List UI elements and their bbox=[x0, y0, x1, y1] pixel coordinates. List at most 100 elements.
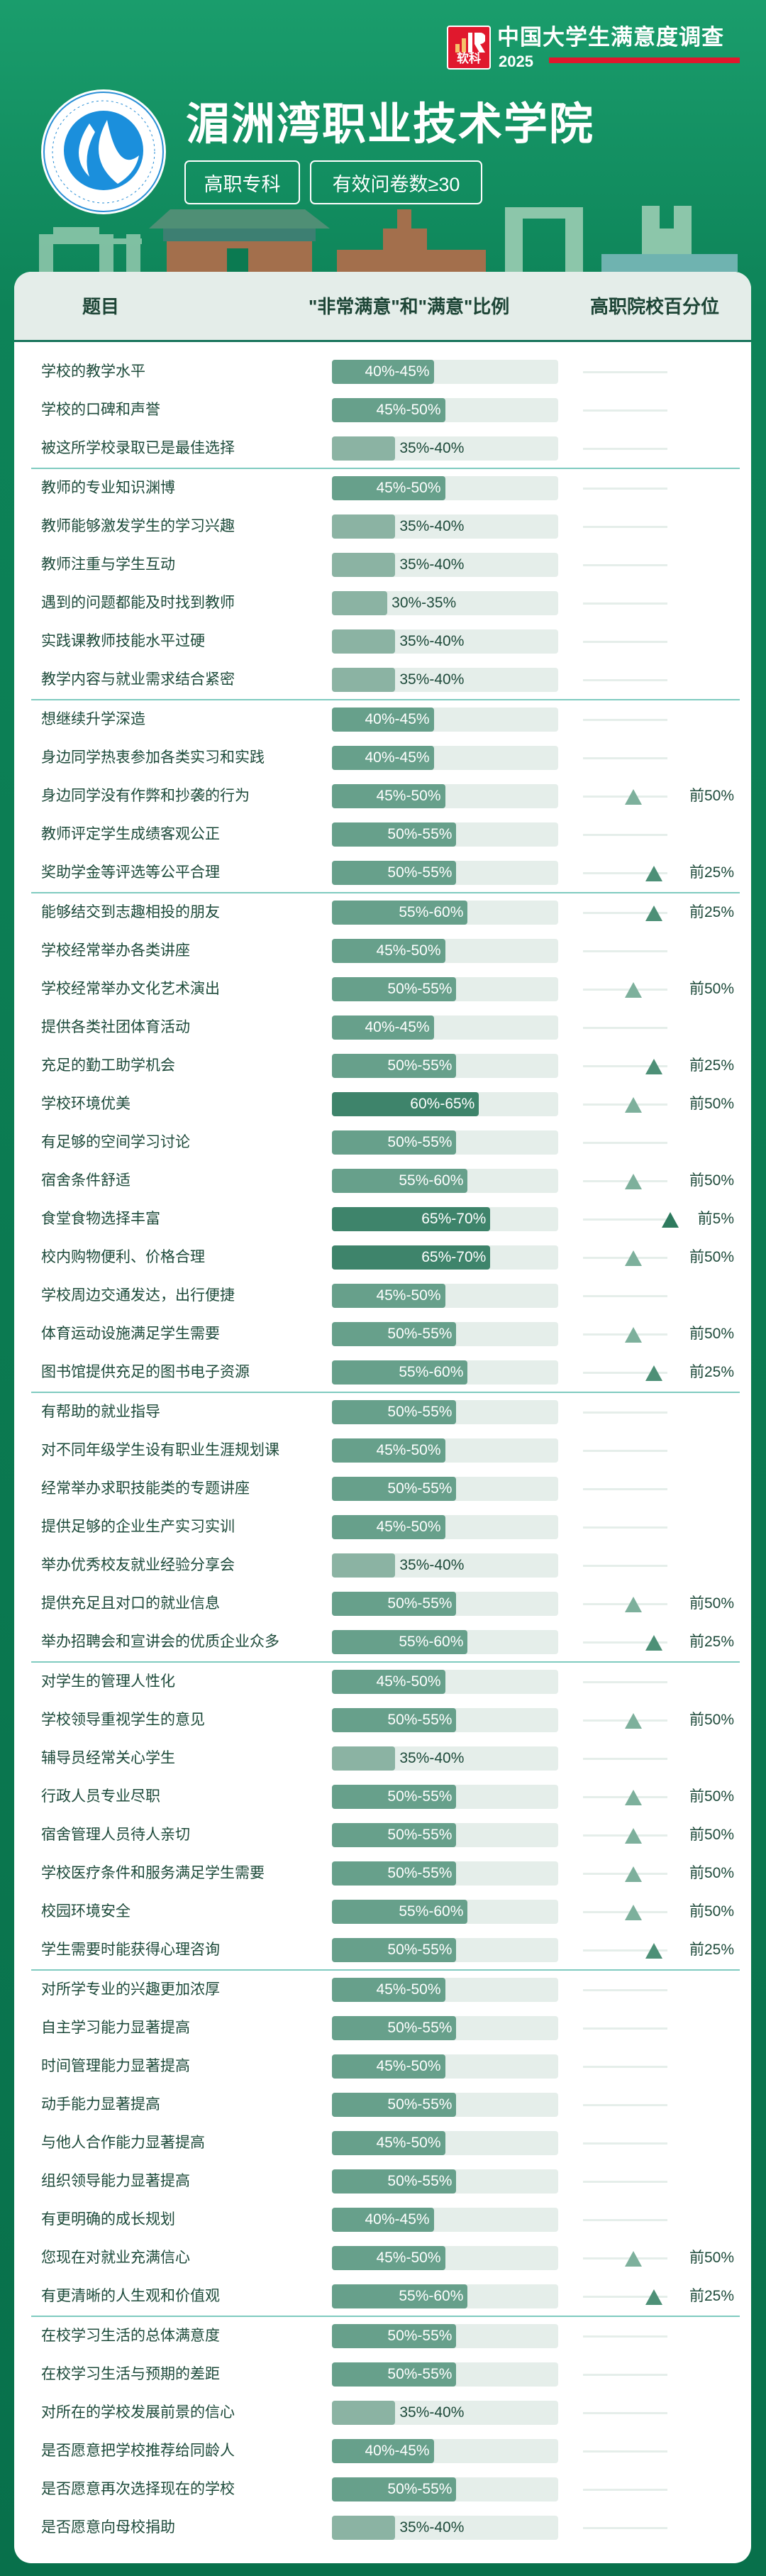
percentile-rank: 前50% bbox=[689, 1326, 734, 1342]
percentile-track bbox=[583, 2335, 667, 2338]
satisfaction-bar: 55%-60% bbox=[332, 1630, 558, 1654]
satisfaction-bar-fill bbox=[332, 1284, 445, 1308]
satisfaction-range: 40%-45% bbox=[365, 711, 430, 727]
satisfaction-bar: 50%-55% bbox=[332, 1400, 558, 1424]
satisfaction-bar: 35%-40% bbox=[332, 1553, 558, 1578]
satisfaction-range: 50%-55% bbox=[387, 2020, 453, 2036]
satisfaction-bar-fill bbox=[332, 629, 396, 654]
table-row: 有足够的空间学习讨论 50%-55% bbox=[14, 1123, 751, 1162]
item-label: 实践课教师技能水平过硬 bbox=[41, 633, 205, 649]
percentile-marker-triangle-icon bbox=[625, 1097, 643, 1113]
table-row: 图书馆提供充足的图书电子资源 55%-60% 前25% bbox=[14, 1353, 751, 1392]
item-label: 在校学习生活的总体满意度 bbox=[41, 2328, 220, 2344]
satisfaction-range: 35%-40% bbox=[399, 633, 465, 649]
satisfaction-range: 50%-55% bbox=[387, 1865, 453, 1881]
satisfaction-range: 65%-70% bbox=[421, 1211, 487, 1227]
satisfaction-bar-fill bbox=[332, 977, 457, 1001]
item-label: 在校学习生活与预期的差距 bbox=[41, 2366, 220, 2382]
percentile-marker-triangle-icon bbox=[625, 1905, 643, 1920]
satisfaction-bar-fill bbox=[332, 2093, 457, 2117]
percentile-track bbox=[583, 872, 667, 874]
satisfaction-bar-fill bbox=[332, 1438, 445, 1463]
satisfaction-range: 45%-50% bbox=[376, 942, 441, 959]
item-label: 身边同学没有作弊和抄袭的行为 bbox=[41, 788, 250, 804]
percentile-track bbox=[583, 2104, 667, 2106]
group-divider bbox=[31, 699, 740, 700]
table-row: 对所学专业的兴趣更加浓厚 45%-50% bbox=[14, 1971, 751, 2009]
satisfaction-bar-fill bbox=[332, 1360, 468, 1385]
satisfaction-bar-fill bbox=[332, 1823, 457, 1847]
percentile-marker-triangle-icon bbox=[645, 2289, 662, 2305]
group-divider bbox=[31, 2316, 740, 2317]
satisfaction-range: 45%-50% bbox=[376, 1442, 441, 1458]
satisfaction-bar: 50%-55% bbox=[332, 2324, 558, 2348]
satisfaction-range: 30%-35% bbox=[392, 595, 457, 611]
item-label: 经常举办求职技能类的专题讲座 bbox=[41, 1480, 250, 1497]
satisfaction-bar: 35%-40% bbox=[332, 668, 558, 692]
table-row: 在校学习生活的总体满意度 50%-55% bbox=[14, 2317, 751, 2355]
satisfaction-bar: 45%-50% bbox=[332, 1978, 558, 2002]
table-row: 食堂食物选择丰富 65%-70% 前5% bbox=[14, 1200, 751, 1238]
percentile-rank: 前50% bbox=[689, 1865, 734, 1881]
satisfaction-bar: 35%-40% bbox=[332, 436, 558, 461]
percentile-marker-triangle-icon bbox=[625, 2251, 643, 2267]
group-divider bbox=[31, 1969, 740, 1971]
percentile-track bbox=[583, 1641, 667, 1644]
group-divider bbox=[31, 1661, 740, 1663]
percentile-marker-triangle-icon bbox=[661, 1212, 679, 1228]
satisfaction-range: 45%-50% bbox=[376, 2135, 441, 2151]
item-label: 是否愿意再次选择现在的学校 bbox=[41, 2481, 235, 2497]
item-label: 提供足够的企业生产实习实训 bbox=[41, 1519, 235, 1535]
table-row: 对学生的管理人性化 45%-50% bbox=[14, 1663, 751, 1701]
satisfaction-bar-fill bbox=[332, 1670, 445, 1694]
item-label: 学生需要时能获得心理咨询 bbox=[41, 1942, 220, 1958]
percentile-track bbox=[583, 371, 667, 373]
percentile-marker-triangle-icon bbox=[625, 1713, 643, 1729]
satisfaction-range: 50%-55% bbox=[387, 1595, 453, 1612]
percentile-track bbox=[583, 2181, 667, 2183]
table-row: 提供各类社团体育活动 40%-45% bbox=[14, 1008, 751, 1047]
percentile-track bbox=[583, 2142, 667, 2145]
ruanke-logo: 软科 bbox=[447, 26, 491, 70]
item-label: 教师的专业知识渊博 bbox=[41, 480, 175, 496]
percentile-track bbox=[583, 1027, 667, 1029]
percentile-track bbox=[583, 641, 667, 643]
satisfaction-range: 55%-60% bbox=[399, 1364, 464, 1380]
satisfaction-bar: 35%-40% bbox=[332, 2516, 558, 2540]
satisfaction-bar: 30%-35% bbox=[332, 591, 558, 615]
item-label: 组织领导能力显著提高 bbox=[41, 2173, 190, 2189]
item-label: 奖助学金等评选等公平合理 bbox=[41, 864, 220, 881]
table-row: 想继续升学深造 40%-45% bbox=[14, 700, 751, 739]
satisfaction-range: 50%-55% bbox=[387, 1712, 453, 1728]
percentile-rank: 前50% bbox=[689, 1249, 734, 1265]
percentile-track bbox=[583, 2066, 667, 2068]
satisfaction-bar-fill bbox=[332, 2362, 457, 2387]
satisfaction-bar-fill bbox=[332, 822, 457, 847]
satisfaction-range: 35%-40% bbox=[399, 556, 465, 573]
satisfaction-bar-fill bbox=[332, 2169, 457, 2194]
satisfaction-bar: 45%-50% bbox=[332, 939, 558, 963]
percentile-track bbox=[583, 2027, 667, 2030]
item-label: 对不同年级学生设有职业生涯规划课 bbox=[41, 1442, 279, 1458]
table-row: 学校经常举办各类讲座 45%-50% bbox=[14, 932, 751, 970]
item-label: 食堂食物选择丰富 bbox=[41, 1211, 160, 1227]
item-label: 校园环境安全 bbox=[41, 1903, 131, 1920]
satisfaction-bar-fill bbox=[332, 1207, 491, 1231]
tag-sample-size: 有效问卷数≥30 bbox=[310, 160, 482, 204]
satisfaction-bar-fill bbox=[332, 436, 396, 461]
satisfaction-range: 55%-60% bbox=[399, 1172, 464, 1189]
item-label: 教师评定学生成绩客观公正 bbox=[41, 826, 220, 842]
satisfaction-bar-fill bbox=[332, 591, 388, 615]
satisfaction-bar: 50%-55% bbox=[332, 977, 558, 1001]
table-row: 对不同年级学生设有职业生涯规划课 45%-50% bbox=[14, 1431, 751, 1470]
satisfaction-bar-fill bbox=[332, 1054, 457, 1078]
item-label: 校内购物便利、价格合理 bbox=[41, 1249, 205, 1265]
item-label: 提供各类社团体育活动 bbox=[41, 1019, 190, 1035]
satisfaction-range: 35%-40% bbox=[399, 2519, 465, 2536]
satisfaction-bar: 35%-40% bbox=[332, 629, 558, 654]
satisfaction-range: 35%-40% bbox=[399, 440, 465, 456]
satisfaction-bar: 45%-50% bbox=[332, 398, 558, 422]
table-row: 辅导员经常关心学生 35%-40% bbox=[14, 1739, 751, 1778]
item-label: 对所学专业的兴趣更加浓厚 bbox=[41, 1981, 220, 1998]
satisfaction-bar-fill bbox=[332, 2208, 434, 2232]
